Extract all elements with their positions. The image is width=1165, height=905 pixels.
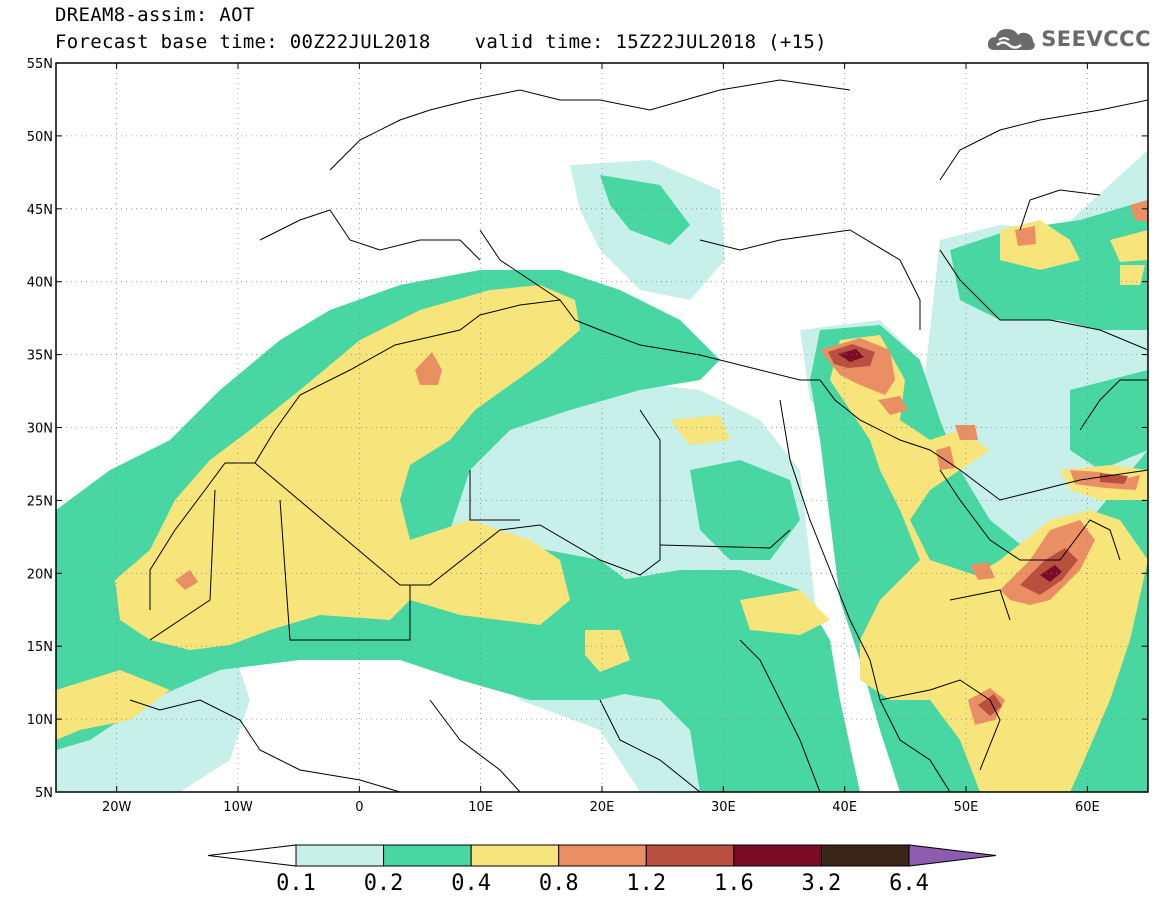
colorbar-label: 0.8 bbox=[538, 871, 579, 896]
colorbar-label: 3.2 bbox=[801, 871, 842, 896]
lon-tick-label: 30E bbox=[711, 800, 736, 815]
lon-tick-label: 20W bbox=[102, 800, 132, 815]
lat-tick-label: 55N bbox=[27, 57, 53, 72]
lat-tick-label: 20N bbox=[27, 567, 53, 582]
lon-tick-label: 10E bbox=[468, 800, 493, 815]
colorbar-segment bbox=[820, 844, 910, 867]
lon-tick-label: 20E bbox=[590, 800, 615, 815]
time-info: Forecast base time: 00Z22JUL2018 valid ti… bbox=[55, 31, 827, 53]
map-title: DREAM8-assim: AOT bbox=[55, 4, 255, 26]
axis-ticks: 20W 10W 0 10E 20E 30E 40E 50E 60E 55N 50N 45N 40N 35N… bbox=[27, 57, 1148, 815]
lat-tick-label: 10N bbox=[27, 713, 53, 728]
colorbar-segment bbox=[645, 844, 735, 867]
lon-tick-label: 60E bbox=[1075, 800, 1100, 815]
colorbar-label: 1.2 bbox=[626, 871, 667, 896]
colorbar-segment bbox=[733, 844, 822, 867]
lat-tick-label: 35N bbox=[27, 349, 53, 364]
colorbar-label: 6.4 bbox=[889, 871, 929, 896]
lat-tick-label: 40N bbox=[27, 276, 53, 291]
logo-text: SEEVCCC bbox=[1041, 27, 1151, 51]
lon-tick-label: 40E bbox=[832, 800, 857, 815]
colorbar-segment bbox=[470, 844, 560, 867]
lat-tick-label: 50N bbox=[27, 130, 53, 145]
colorbar-segment bbox=[558, 844, 647, 867]
lat-tick-label: 15N bbox=[27, 640, 53, 655]
base-time-label: Forecast base time: 00Z22JUL2018 bbox=[55, 31, 431, 53]
cloud-logo-icon bbox=[988, 29, 1035, 50]
lat-tick-label: 5N bbox=[35, 786, 53, 801]
lat-tick-label: 45N bbox=[27, 203, 53, 218]
seevccc-logo: SEEVCCC bbox=[985, 24, 1151, 54]
colorbar-segment bbox=[383, 844, 472, 867]
lat-tick-label: 25N bbox=[27, 494, 53, 509]
colorbar-label: 0.2 bbox=[363, 871, 404, 896]
colorbar-label: 1.6 bbox=[713, 871, 754, 896]
lon-tick-label: 50E bbox=[954, 800, 979, 815]
country-borders bbox=[129, 79, 1148, 792]
colorbar-segment bbox=[295, 844, 385, 867]
lon-tick-label: 10W bbox=[223, 800, 253, 815]
colorbar-high-arrow bbox=[908, 844, 997, 867]
colorbar-label: 0.4 bbox=[451, 871, 492, 896]
colorbar bbox=[207, 844, 997, 867]
lat-tick-label: 30N bbox=[27, 422, 53, 437]
colorbar-low-arrow bbox=[207, 844, 297, 867]
lon-tick-label: 0 bbox=[355, 800, 363, 815]
valid-time-label: valid time: 15Z22JUL2018 (+15) bbox=[474, 31, 827, 53]
colorbar-label: 0.1 bbox=[276, 871, 316, 896]
